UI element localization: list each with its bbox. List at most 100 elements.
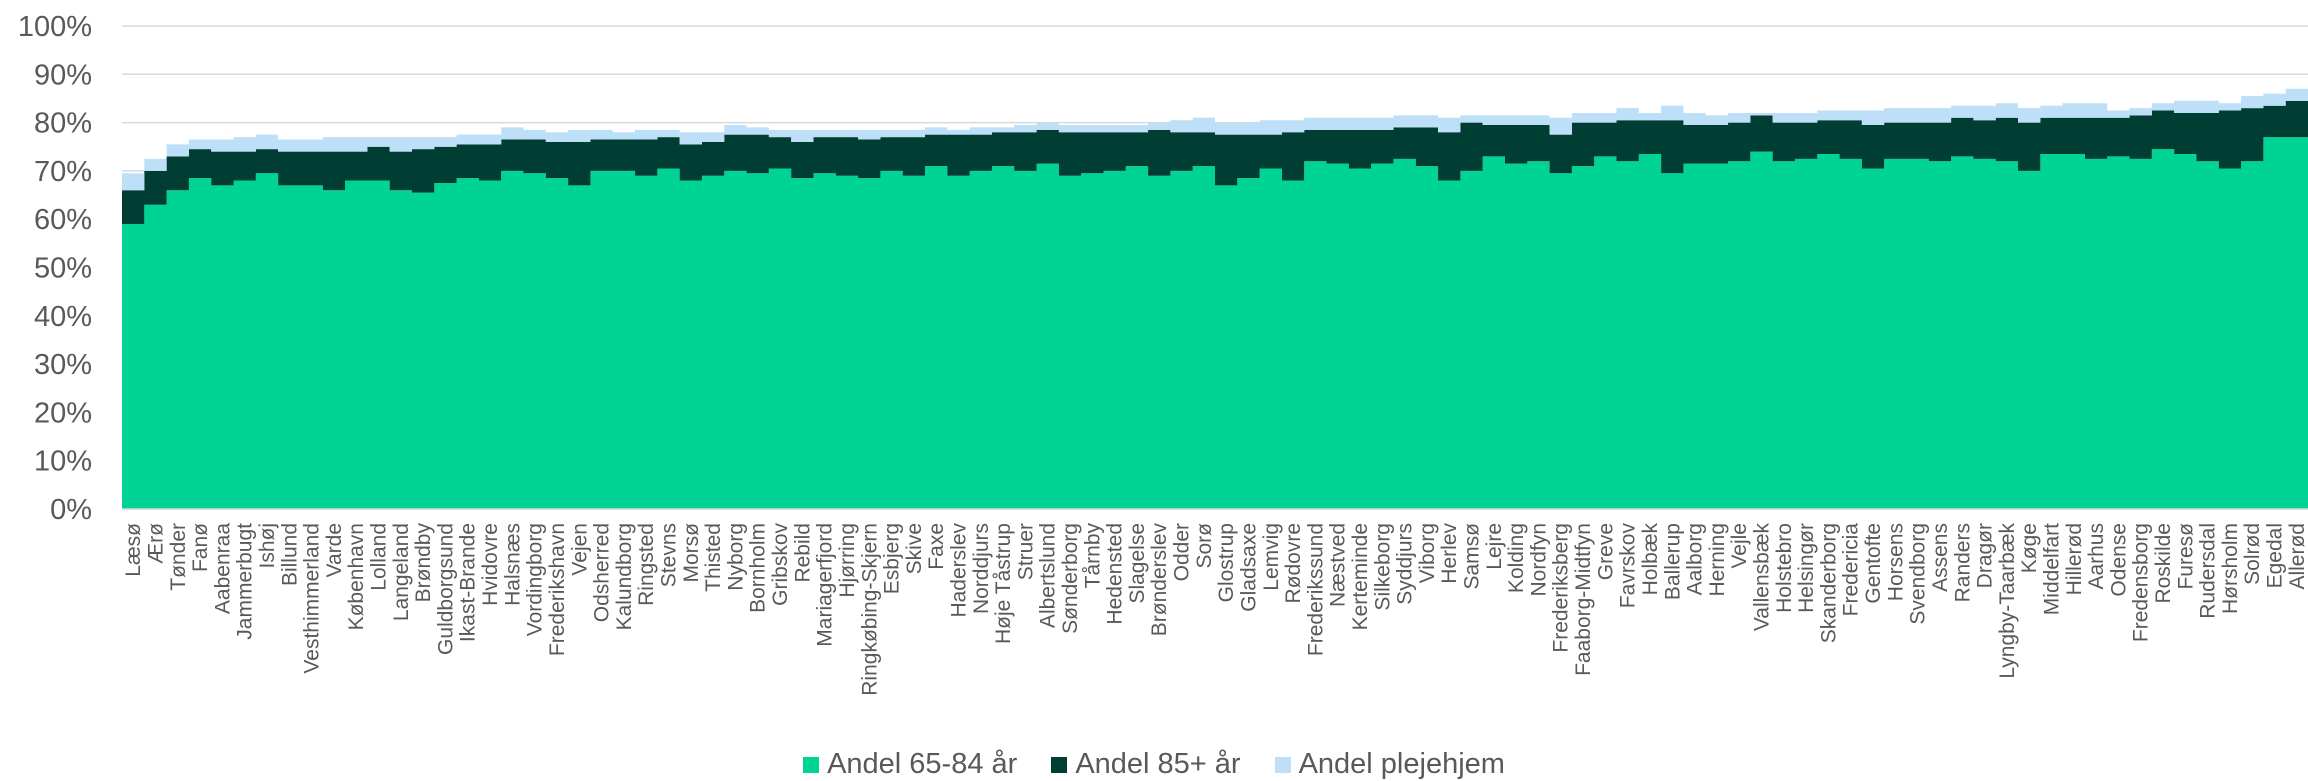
x-axis: Læsø Ærø Tønder Fanø Aabenraa Jammerbugt Ishøj… xyxy=(122,508,2308,696)
x-tick-label: Norddjurs xyxy=(970,523,993,614)
x-tick-label: Esbjerg xyxy=(881,523,904,594)
x-tick-label: Rudersdal xyxy=(2197,523,2220,619)
x-tick-label: Kalundborg xyxy=(613,523,636,630)
area-series-3 xyxy=(122,88,2308,191)
y-tick-label: 60% xyxy=(34,204,92,236)
x-tick-label: Aabenraa xyxy=(211,523,234,614)
x-tick-label: Tønder xyxy=(167,523,190,591)
x-tick-label: Odsherred xyxy=(591,523,614,622)
x-tick-label: Fredericia xyxy=(1840,523,1863,617)
x-tick-label: Nyborg xyxy=(724,523,747,591)
legend-item-85-plus: Andel 85+ år xyxy=(1051,748,1241,781)
x-tick-label: Middelfart xyxy=(2040,523,2063,615)
x-tick-label: Kerteminde xyxy=(1349,523,1372,630)
x-tick-label: Frederikssund xyxy=(1304,523,1327,656)
x-tick-label: Gribskov xyxy=(769,523,792,606)
x-tick-label: Samsø xyxy=(1461,523,1484,590)
x-tick-label: Stevns xyxy=(658,523,681,587)
x-tick-label: Vallensbæk xyxy=(1751,523,1774,632)
x-tick-label: Skive xyxy=(903,523,926,574)
x-tick-label: Ikast-Brande xyxy=(457,523,480,642)
x-tick-label: Langeland xyxy=(390,523,413,621)
x-tick-label: Skanderborg xyxy=(1817,523,1840,643)
legend-swatch-plejehjem xyxy=(1274,756,1291,773)
x-tick-label: Aarhus xyxy=(2085,523,2108,590)
x-tick-label: Thisted xyxy=(702,523,725,592)
x-tick-label: Helsingør xyxy=(1795,523,1818,613)
x-tick-label: København xyxy=(345,523,368,630)
x-tick-label: Vejle xyxy=(1728,523,1751,569)
y-tick-label: 0% xyxy=(50,494,92,526)
x-tick-label: Dragør xyxy=(1974,523,1997,588)
y-tick-label: 100% xyxy=(18,11,92,43)
x-tick-label: Frederikshavn xyxy=(546,523,569,656)
x-tick-label: Herlev xyxy=(1438,523,1461,584)
x-tick-label: Glostrup xyxy=(1215,523,1238,602)
y-tick-label: 80% xyxy=(34,108,92,140)
x-tick-label: Hvidovre xyxy=(479,523,502,606)
x-tick-label: Viborg xyxy=(1416,523,1439,583)
x-tick-label: Vordingborg xyxy=(524,523,547,636)
x-tick-label: Læsø xyxy=(122,523,145,577)
legend-label-85-plus: Andel 85+ år xyxy=(1075,748,1241,780)
x-tick-label: Mariagerfjord xyxy=(814,523,837,647)
x-tick-label: Fanø xyxy=(189,523,212,572)
legend-swatch-65-84 xyxy=(803,756,820,773)
legend-label-plejehjem: Andel plejehjem xyxy=(1298,748,1505,780)
x-tick-label: Hjørring xyxy=(836,523,859,598)
x-tick-label: Næstved xyxy=(1327,523,1350,607)
y-tick-label: 10% xyxy=(34,446,92,478)
x-tick-label: Ringsted xyxy=(635,523,658,606)
x-tick-label: Lemvig xyxy=(1260,523,1283,591)
x-tick-label: Allerød xyxy=(2286,523,2308,590)
legend-item-65-84: Andel 65-84 år xyxy=(803,748,1017,781)
x-tick-label: Sorø xyxy=(1193,523,1216,569)
x-tick-label: Lyngby-Taarbæk xyxy=(1996,523,2019,679)
y-tick-label: 20% xyxy=(34,397,92,429)
x-tick-label: Haderslev xyxy=(947,523,970,618)
x-tick-label: Lolland xyxy=(368,523,391,591)
x-tick-label: Randers xyxy=(1951,523,1974,602)
x-tick-label: Varde xyxy=(323,523,346,577)
area-series-2 xyxy=(122,100,2308,225)
x-tick-label: Herning xyxy=(1706,523,1729,597)
x-tick-label: Gladsaxe xyxy=(1237,523,1260,612)
x-tick-label: Bornholm xyxy=(747,523,770,613)
x-tick-label: Holbæk xyxy=(1639,523,1662,596)
x-tick-label: Tårnby xyxy=(1081,523,1104,589)
x-tick-label: Assens xyxy=(1929,523,1952,592)
y-tick-label: 50% xyxy=(34,253,92,285)
y-tick-label: 40% xyxy=(34,301,92,333)
x-tick-label: Morsø xyxy=(680,523,703,583)
area-series xyxy=(122,88,2308,509)
legend-swatch-85-plus xyxy=(1051,756,1068,773)
x-tick-label: Halsnæs xyxy=(501,523,524,606)
x-tick-label: Odense xyxy=(2107,523,2130,597)
x-tick-label: Billund xyxy=(278,523,301,586)
x-tick-label: Brøndby xyxy=(412,523,435,603)
x-tick-label: Svendborg xyxy=(1907,523,1930,625)
x-tick-label: Brønderslev xyxy=(1148,523,1171,637)
x-tick-label: Ringkøbing-Skjern xyxy=(858,523,881,696)
x-tick-label: Greve xyxy=(1594,523,1617,580)
x-tick-label: Hørsholm xyxy=(2219,523,2242,614)
x-tick-label: Struer xyxy=(1014,523,1037,580)
x-tick-label: Frederiksberg xyxy=(1550,523,1573,653)
x-tick-label: Solrød xyxy=(2241,523,2264,585)
area-series-1 xyxy=(122,137,2308,509)
x-tick-label: Rødovre xyxy=(1282,523,1305,604)
x-tick-label: Roskilde xyxy=(2152,523,2175,604)
x-tick-label: Hillerød xyxy=(2063,523,2086,595)
y-tick-label: 90% xyxy=(34,59,92,91)
x-tick-label: Lejre xyxy=(1483,523,1506,570)
x-tick-label: Ishøj xyxy=(256,523,279,569)
y-tick-label: 70% xyxy=(34,156,92,188)
x-tick-label: Rebild xyxy=(791,523,814,583)
x-tick-label: Kolding xyxy=(1505,523,1528,593)
x-tick-label: Albertslund xyxy=(1037,523,1060,628)
x-tick-label: Slagelse xyxy=(1126,523,1149,604)
x-tick-label: Fredensborg xyxy=(2130,523,2153,642)
x-tick-label: Syddjurs xyxy=(1394,523,1417,605)
x-tick-label: Egedal xyxy=(2264,523,2287,588)
legend-item-plejehjem: Andel plejehjem xyxy=(1274,748,1505,781)
